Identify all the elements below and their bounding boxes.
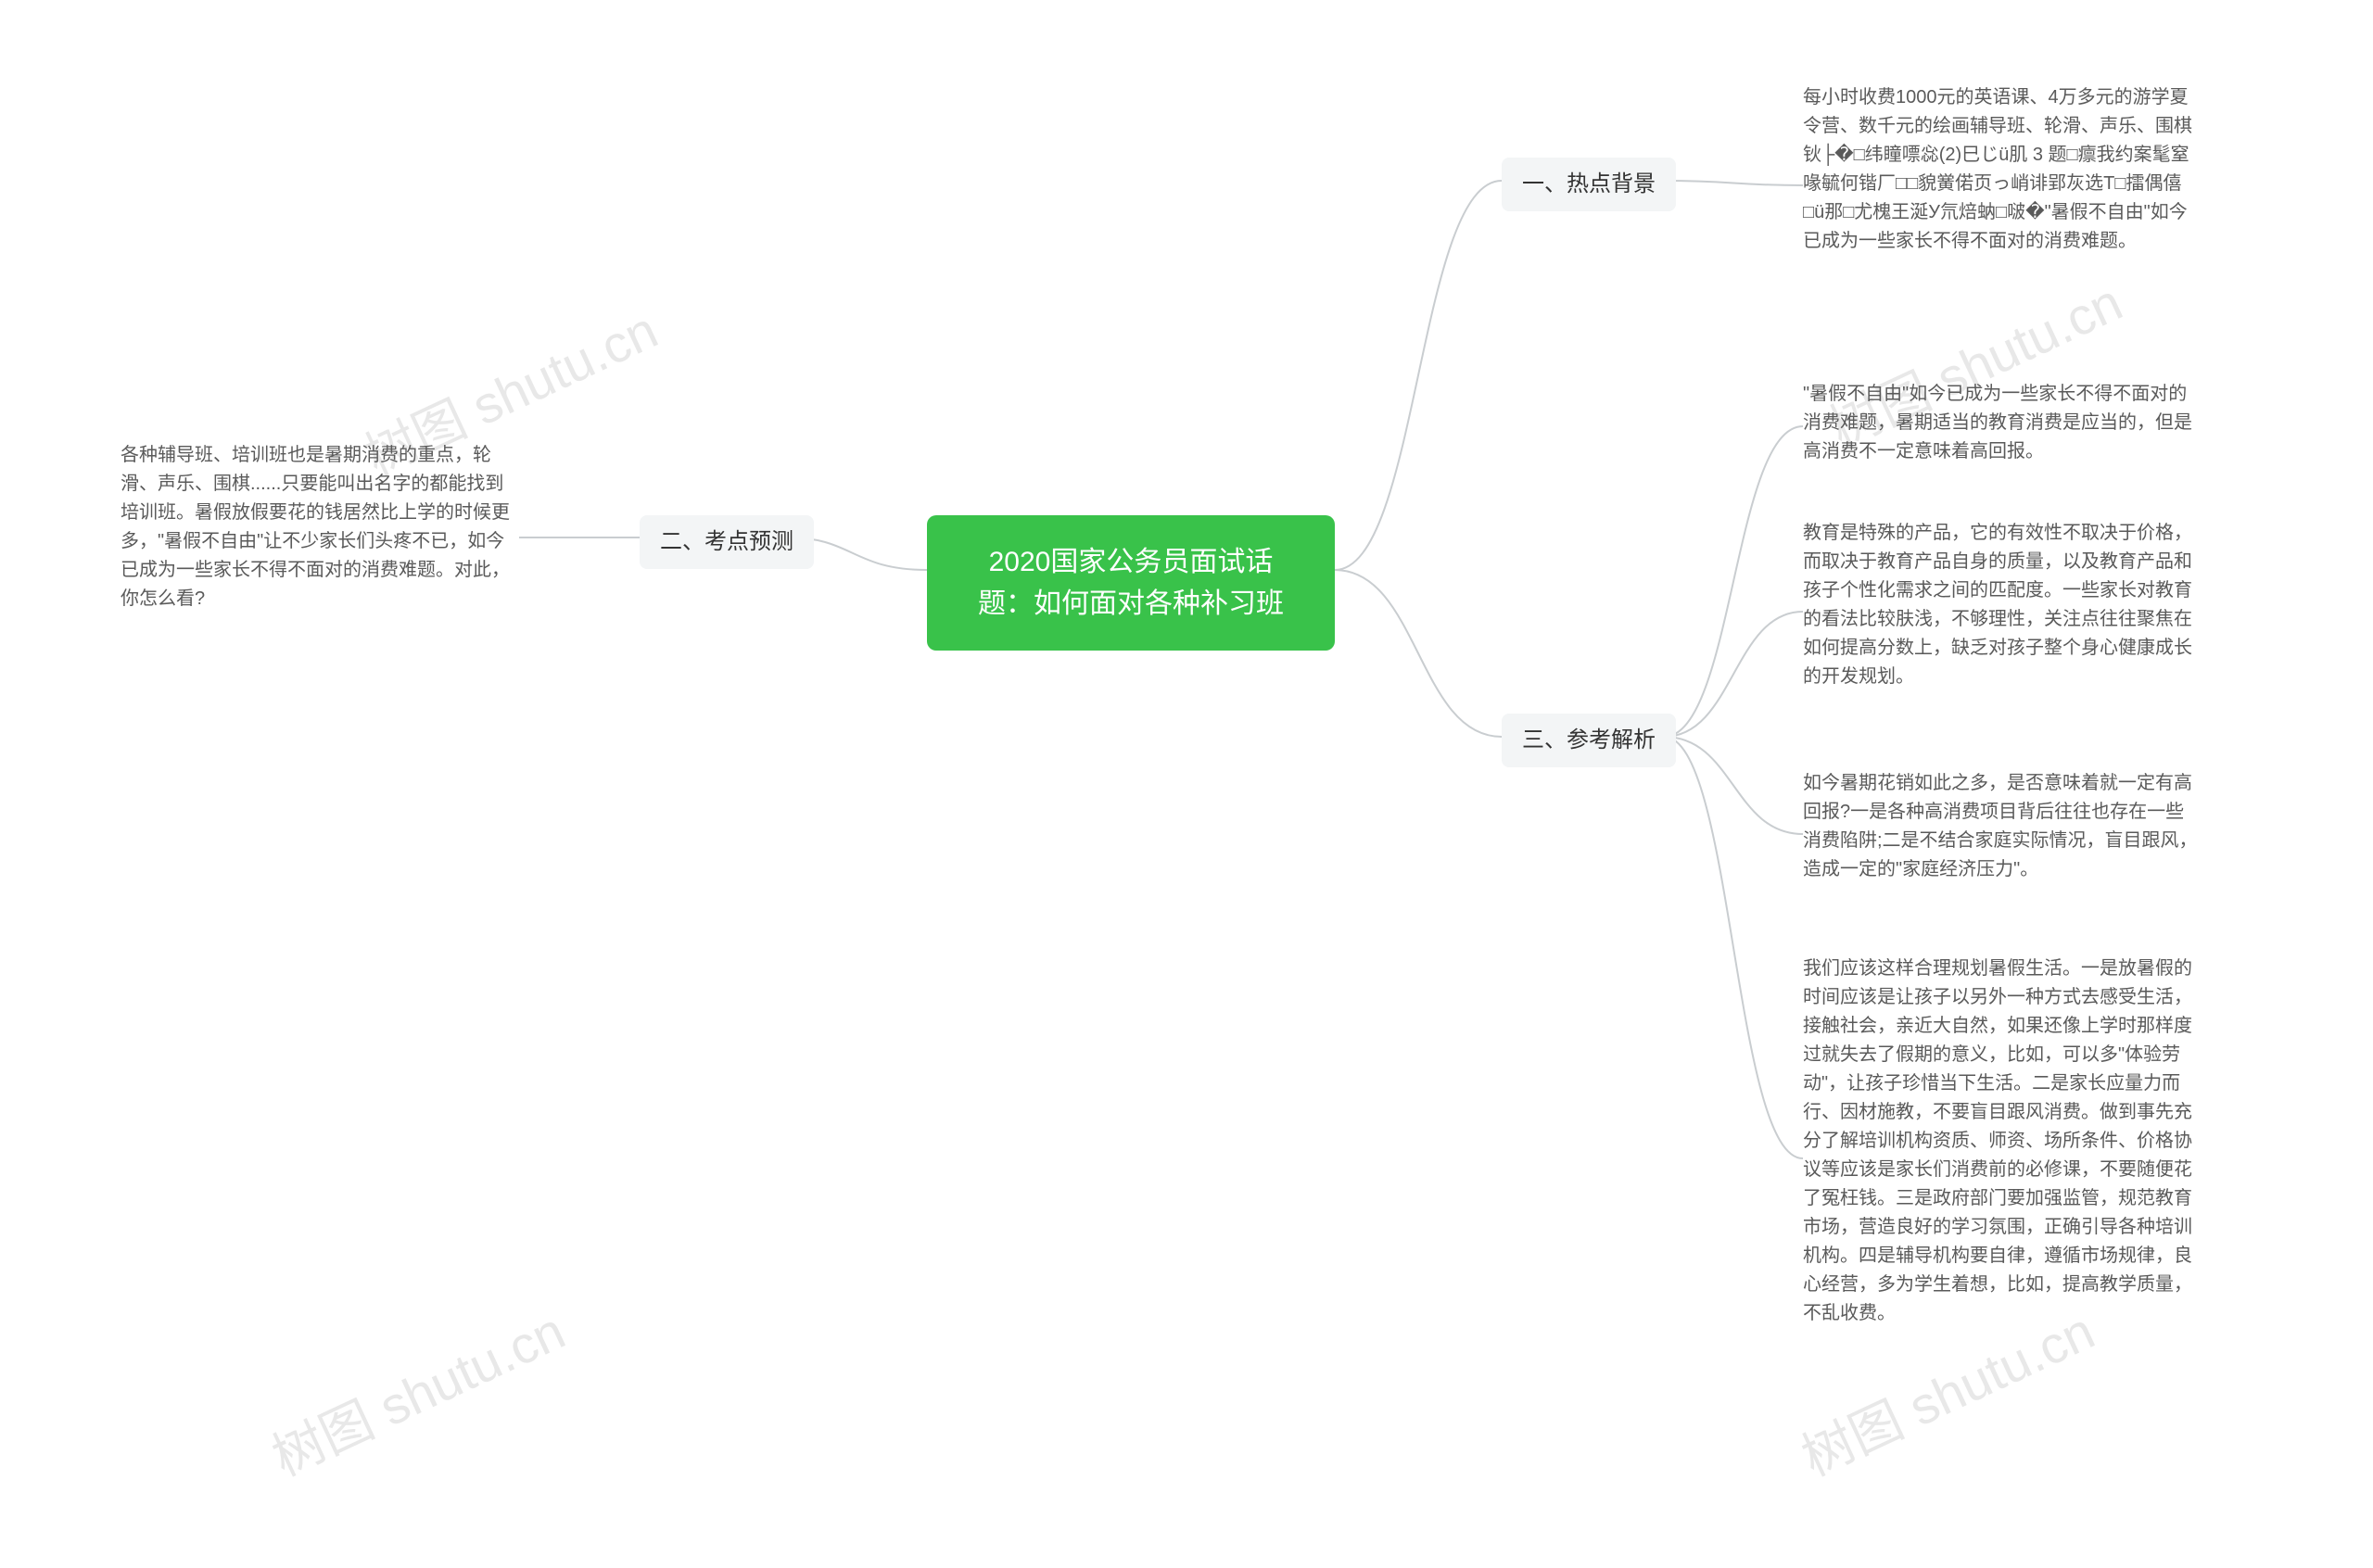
content-analysis-2[interactable]: 教育是特殊的产品，它的有效性不取决于价格，而取决于教育产品自身的质量，以及教育产… <box>1803 519 2202 691</box>
content-analysis-1[interactable]: "暑假不自由"如今已成为一些家长不得不面对的消费难题，暑期适当的教育消费是应当的… <box>1803 380 2202 466</box>
center-topic[interactable]: 2020国家公务员面试话题：如何面对各种补习班 <box>927 515 1335 651</box>
content-test-prediction[interactable]: 各种辅导班、培训班也是暑期消费的重点，轮滑、声乐、围棋......只要能叫出名字… <box>121 441 519 613</box>
content-hot-background[interactable]: 每小时收费1000元的英语课、4万多元的游学夏令营、数千元的绘画辅导班、轮滑、声… <box>1803 83 2202 256</box>
mindmap-canvas: 树图 shutu.cn 树图 shutu.cn 树图 shutu.cn 树图 s… <box>0 0 2373 1568</box>
content-analysis-4[interactable]: 我们应该这样合理规划暑假生活。一是放暑假的时间应该是让孩子以另外一种方式去感受生… <box>1803 955 2202 1328</box>
branch-test-prediction[interactable]: 二、考点预测 <box>640 515 814 569</box>
branch-hot-background[interactable]: 一、热点背景 <box>1502 158 1676 211</box>
branch-reference-analysis[interactable]: 三、参考解析 <box>1502 714 1676 767</box>
watermark: 树图 shutu.cn <box>259 1290 576 1491</box>
content-analysis-3[interactable]: 如今暑期花销如此之多，是否意味着就一定有高回报?一是各种高消费项目背后往往也存在… <box>1803 769 2202 884</box>
